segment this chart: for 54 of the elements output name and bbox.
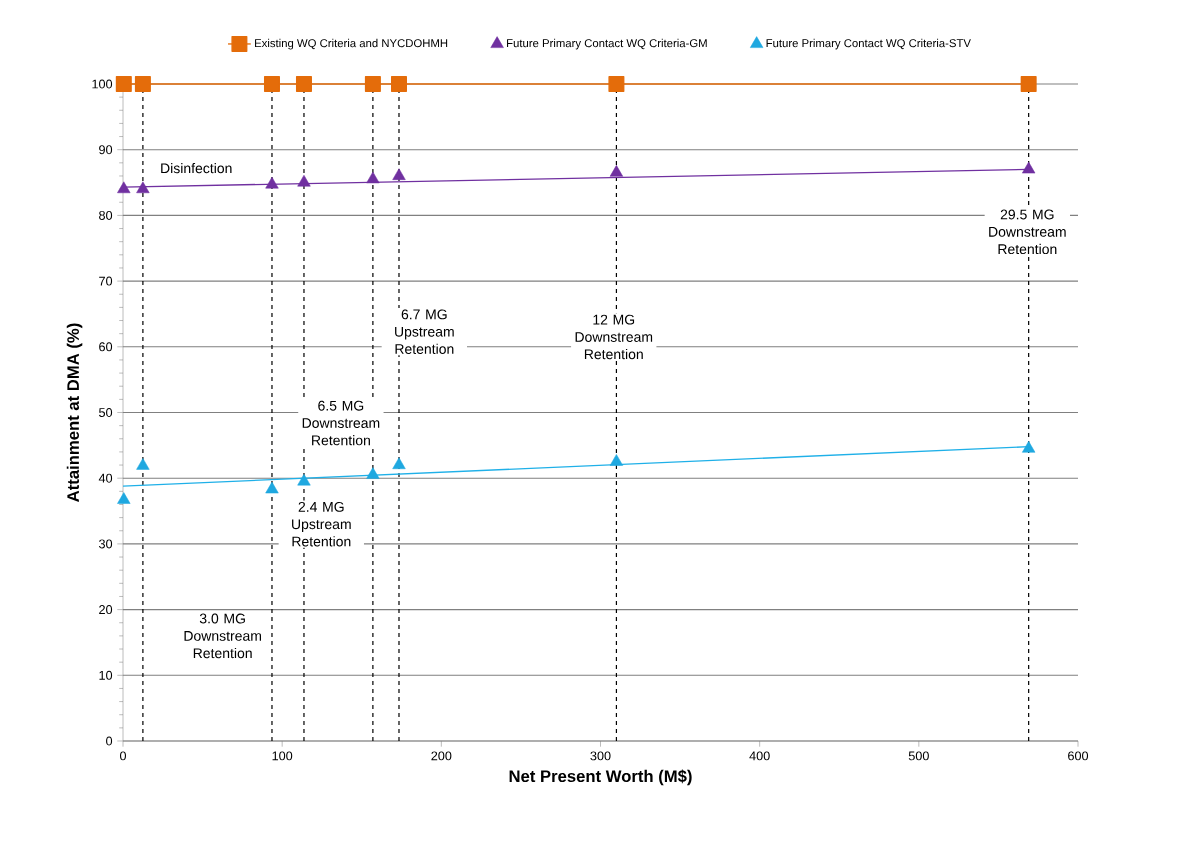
x-tick-label: 500: [908, 751, 929, 761]
point: [117, 492, 131, 504]
x-tick-label: 300: [590, 751, 611, 761]
point: [297, 473, 311, 486]
point: [366, 171, 380, 184]
point: [1022, 441, 1036, 453]
point: [134, 75, 151, 92]
y-tick-label: 70: [99, 276, 113, 286]
x-tick-label: 600: [1068, 751, 1089, 761]
ref-line-label: 12 MG Downstream Retention: [575, 314, 653, 360]
legend-label: Existing WQ Criteria and NYCDOHMH: [255, 38, 448, 50]
point: [117, 181, 131, 194]
point: [608, 75, 625, 92]
y-tick-label: 20: [99, 605, 113, 615]
point: [609, 165, 624, 177]
x-tick-label: 200: [431, 751, 452, 761]
ref-line-label: 29.5 MG Downstream Retention: [989, 209, 1066, 255]
y-tick-label: 50: [99, 408, 113, 417]
point: [136, 181, 150, 194]
legend-label: Future Primary Contact WQ Criteria-STV: [766, 38, 971, 50]
x-tick-label: 100: [272, 751, 293, 761]
ref-line-label: Disinfection: [161, 162, 232, 174]
point: [297, 174, 311, 187]
x-axis-title: Net Present Worth (M$): [509, 769, 692, 786]
y-tick-label: 90: [99, 145, 113, 155]
point: [265, 481, 279, 494]
point: [391, 75, 407, 92]
y-tick-label: 100: [92, 79, 113, 89]
point: [392, 168, 406, 180]
point: [609, 454, 624, 466]
point: [115, 75, 132, 92]
y-tick-label: 40: [98, 473, 113, 483]
y-axis-title: Attainment at DMA (%): [66, 323, 83, 502]
point: [136, 458, 150, 470]
point: [1020, 75, 1037, 92]
point: [1022, 161, 1036, 174]
ref-line-label: 3.0 MG Downstream Retention: [184, 613, 261, 659]
point: [295, 75, 312, 92]
y-tick-label: 0: [106, 736, 113, 746]
point: [364, 75, 381, 92]
point: [263, 75, 280, 92]
y-tick-label: 80: [99, 210, 113, 220]
x-tick-label: 400: [749, 751, 770, 761]
y-tick-label: 30: [98, 539, 113, 549]
legend-label: Future Primary Contact WQ Criteria-GM: [507, 38, 707, 50]
point: [265, 176, 279, 189]
x-tick-label: 0: [119, 751, 127, 761]
ref-line-label: 6.5 MG Downstream Retention: [302, 400, 380, 446]
point: [366, 467, 380, 479]
point: [392, 457, 406, 469]
ref-line-label: 6.7 MG Upstream Retention: [395, 309, 454, 354]
y-tick-label: 10: [99, 670, 113, 680]
y-tick-label: 60: [99, 342, 113, 352]
ref-line-label: 2.4 MG Upstream Retention: [292, 501, 351, 547]
